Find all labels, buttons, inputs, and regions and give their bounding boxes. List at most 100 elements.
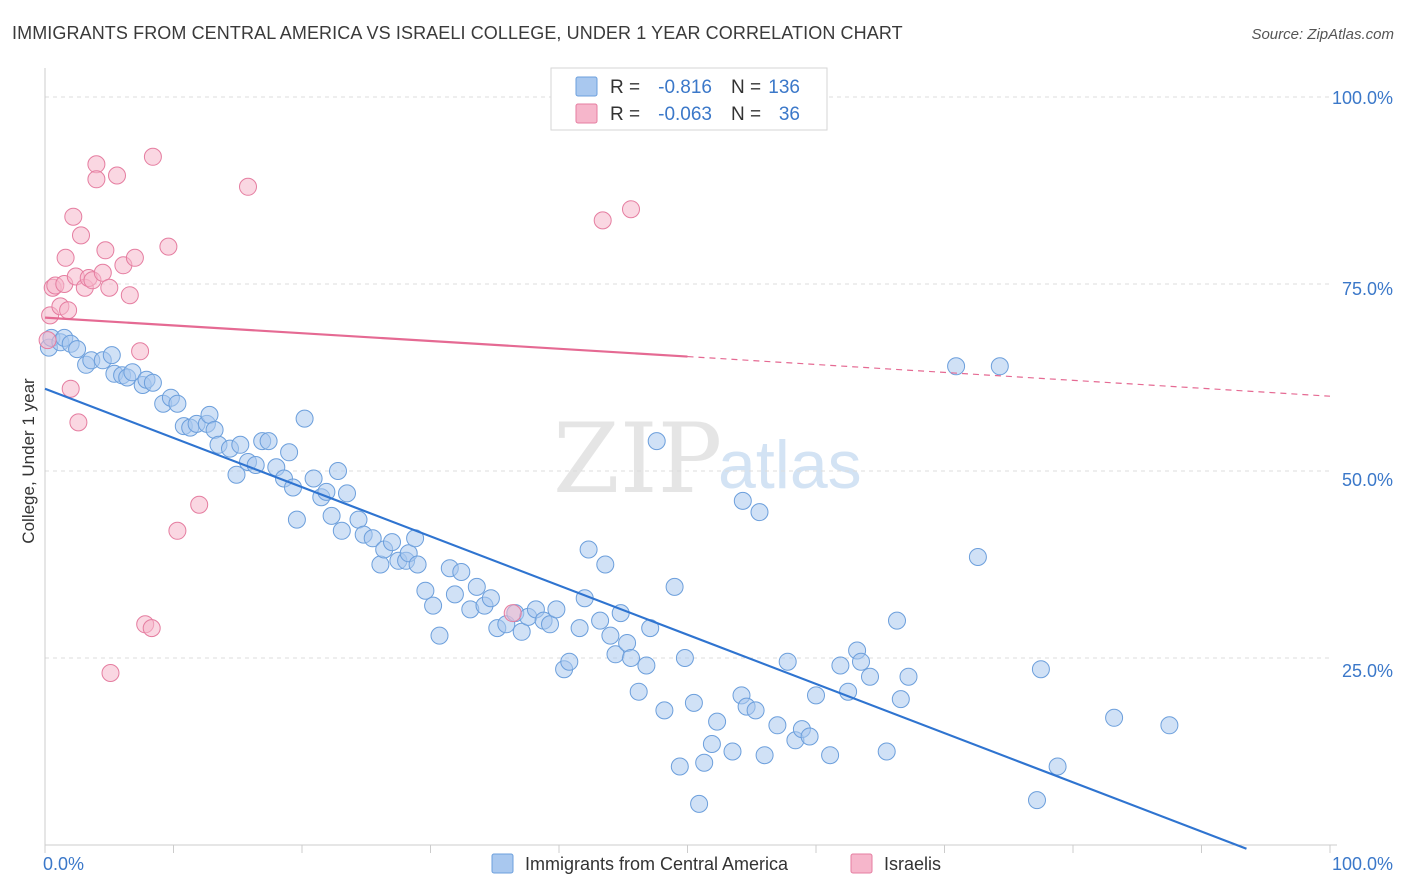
central-america-point-49 (363, 529, 382, 548)
watermark-atlas: atlas (718, 427, 862, 503)
central-america-point-109 (768, 716, 787, 735)
central-america-point-58 (416, 581, 435, 600)
x-tick-left: 0.0% (43, 854, 84, 874)
bottom-legend-swatch-blue (491, 853, 514, 874)
central-america-point-97 (684, 693, 703, 712)
trend-lines (44, 316, 1331, 850)
israelis-point-21 (108, 166, 126, 185)
central-america-point-76 (547, 600, 566, 619)
israelis-point-9 (64, 207, 83, 226)
central-america-point-108 (755, 746, 774, 765)
israelis-point-7 (59, 301, 78, 320)
central-america-point-98 (690, 794, 709, 813)
central-america-point-43 (322, 506, 341, 525)
chart-source: Source: ZipAtlas.com (1251, 26, 1394, 43)
central-america-point-45 (332, 521, 351, 540)
central-america-point-95 (670, 757, 689, 776)
central-america-point-60 (430, 626, 449, 645)
central-america-point-36 (280, 443, 299, 462)
central-america-point-131 (1105, 708, 1124, 727)
central-america-point-39 (295, 409, 314, 428)
axes (44, 68, 1337, 846)
central-america-point-121 (877, 742, 896, 761)
trend-line-israelis (44, 316, 688, 358)
central-america-point-82 (591, 611, 610, 630)
central-america-point-102 (723, 742, 742, 761)
central-america-point-25 (205, 420, 224, 439)
central-america-point-119 (852, 652, 870, 671)
central-america-point-126 (968, 548, 987, 566)
central-america-point-84 (601, 626, 620, 645)
central-america-point-83 (596, 555, 615, 574)
y-tick-50: 50.0% (1342, 470, 1393, 490)
series-israelis-points (38, 147, 640, 682)
central-america-point-114 (807, 686, 825, 705)
central-america-point-71 (512, 622, 531, 641)
trend-line-israelis-extension (687, 355, 1331, 397)
israelis-point-12 (72, 226, 90, 245)
central-america-point-116 (831, 656, 850, 675)
y-tick-100: 100.0% (1332, 88, 1393, 108)
watermark: ZIP atlas (553, 403, 862, 515)
central-america-point-101 (708, 712, 727, 731)
central-america-point-92 (647, 432, 666, 451)
israelis-point-24 (125, 248, 144, 267)
israelis-point-18 (93, 263, 112, 282)
central-america-point-13 (123, 363, 142, 382)
central-america-point-115 (821, 746, 840, 765)
central-america-point-99 (695, 753, 714, 772)
central-america-point-63 (452, 563, 471, 581)
central-america-point-50 (371, 555, 390, 574)
legend-n-value-pink: 36 (779, 104, 800, 125)
central-america-point-94 (665, 577, 684, 596)
central-america-point-9 (102, 346, 121, 365)
israelis-point-11 (69, 413, 88, 432)
legend-n-value-blue: 136 (768, 77, 800, 98)
israelis-point-35 (593, 211, 612, 230)
watermark-zip: ZIP (553, 403, 722, 515)
central-america-point-90 (637, 656, 656, 675)
central-america-point-129 (1031, 660, 1050, 679)
israelis-point-25 (131, 342, 150, 361)
legend-r-value-pink: -0.063 (658, 104, 712, 125)
israelis-point-28 (143, 147, 162, 166)
central-america-point-79 (570, 619, 589, 638)
central-america-point-128 (1028, 791, 1046, 810)
central-america-point-65 (467, 577, 486, 596)
central-america-point-81 (579, 540, 598, 559)
stats-legend: R = -0.816 N = 136 R = -0.063 N = 36 (550, 67, 828, 131)
central-america-point-132 (1160, 716, 1179, 735)
bottom-legend-swatch-pink (850, 853, 873, 874)
legend-r-label-blue: R = (610, 77, 640, 98)
central-america-point-106 (746, 701, 765, 720)
israelis-point-30 (168, 521, 187, 540)
legend-swatch-pink (575, 103, 598, 124)
israelis-point-29 (159, 237, 178, 256)
bottom-legend-label-pink: Israelis (884, 854, 941, 874)
central-america-point-93 (655, 701, 674, 720)
central-america-point-78 (560, 652, 579, 671)
central-america-point-127 (990, 357, 1009, 376)
central-america-point-24 (200, 405, 219, 424)
central-america-point-59 (424, 596, 443, 615)
legend-n-label-pink: N = (731, 104, 761, 125)
central-america-point-122 (888, 611, 906, 630)
israelis-point-16 (87, 155, 106, 174)
x-tick-right: 100.0% (1332, 854, 1393, 874)
central-america-point-28 (227, 465, 246, 484)
israelis-point-23 (120, 286, 139, 305)
israelis-point-8 (61, 379, 80, 398)
series-legend: Immigrants from Central America Israelis (491, 853, 941, 874)
israelis-point-6 (56, 248, 75, 267)
central-america-point-100 (702, 735, 721, 753)
bottom-legend-label-blue: Immigrants from Central America (525, 854, 789, 874)
central-america-point-16 (143, 373, 162, 392)
central-america-point-44 (329, 462, 347, 480)
y-tick-25: 25.0% (1342, 661, 1393, 681)
y-tick-labels: 100.0% 75.0% 50.0% 25.0% (1332, 88, 1393, 681)
series-central-america-points (39, 328, 1179, 813)
central-america-point-113 (800, 727, 819, 746)
y-axis-label: College, Under 1 year (19, 378, 38, 544)
central-america-point-33 (259, 432, 278, 451)
